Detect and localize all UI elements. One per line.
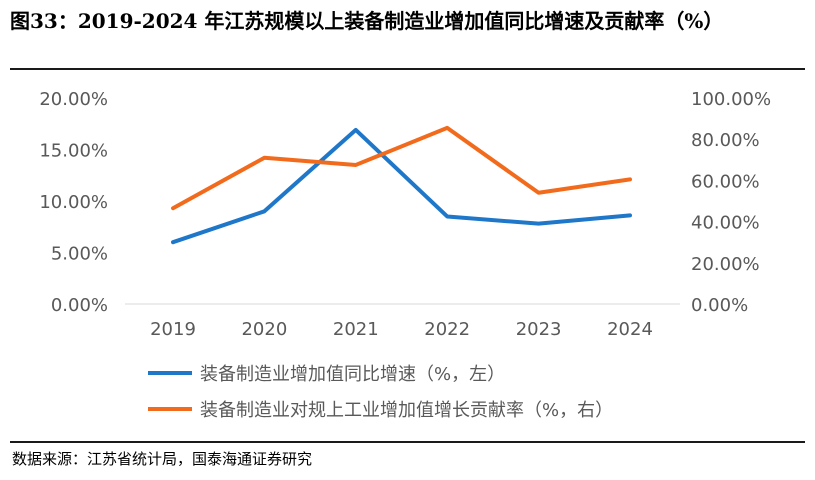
left-axis-tick-label: 20.00% [39,89,108,110]
legend-label-2: 装备制造业对规上工业增加值增长贡献率（%，右） [200,400,613,421]
left-axis-tick-label: 15.00% [39,141,108,162]
footer-divider [10,441,805,443]
source-note: 数据来源：江苏省统计局，国泰海通证券研究 [12,450,313,468]
right-axis-tick-label: 60.00% [691,171,760,192]
right-axis-tick-label: 80.00% [691,130,760,151]
left-axis-tick-label: 10.00% [39,192,108,213]
right-axis-tick-label: 20.00% [691,254,760,275]
title-divider [10,68,805,70]
left-axis-tick-label: 0.00% [51,295,108,316]
legend-label-1: 装备制造业增加值同比增速（%，左） [200,364,505,385]
series-line-2 [171,125,632,211]
x-axis-tick-label: 2021 [333,319,379,340]
x-axis-tick-label: 2023 [516,319,562,340]
left-axis-tick-label: 5.00% [51,244,108,265]
x-axis-tick-label: 2024 [607,319,653,340]
x-axis-tick-label: 2020 [241,319,287,340]
series-line-1 [171,127,632,245]
x-axis-tick-label: 2019 [150,319,196,340]
right-axis-tick-label: 100.00% [691,89,771,110]
x-axis-tick-label: 2022 [424,319,470,340]
right-axis-tick-label: 0.00% [691,295,748,316]
chart-title: 图33：2019-2024 年江苏规模以上装备制造业增加值同比增速及贡献率（%） [10,9,724,33]
right-axis-tick-label: 40.00% [691,213,760,234]
